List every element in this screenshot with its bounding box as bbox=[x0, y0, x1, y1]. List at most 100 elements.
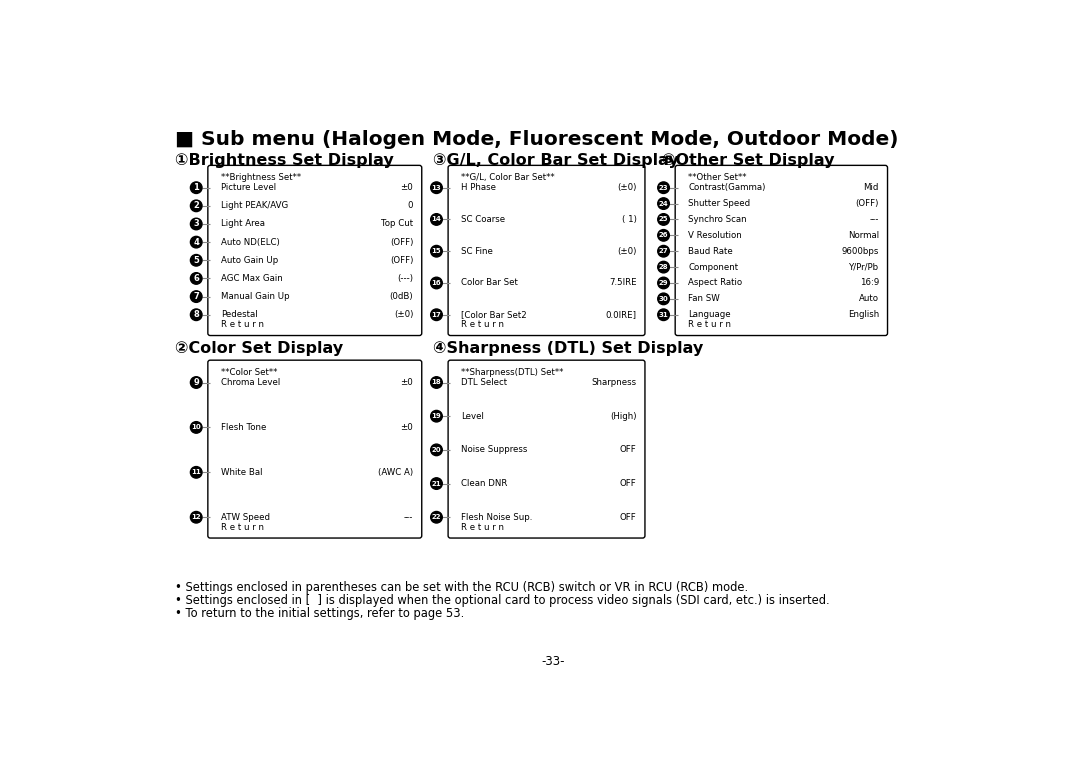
Circle shape bbox=[431, 444, 443, 456]
Text: Baud Rate: Baud Rate bbox=[688, 247, 733, 256]
Text: Color Bar Set: Color Bar Set bbox=[461, 278, 518, 287]
Text: (±0): (±0) bbox=[394, 310, 414, 319]
Circle shape bbox=[658, 293, 670, 305]
Text: (OFF): (OFF) bbox=[855, 199, 879, 208]
Circle shape bbox=[190, 255, 202, 266]
FancyBboxPatch shape bbox=[207, 360, 422, 538]
Text: [Color Bar Set2: [Color Bar Set2 bbox=[461, 310, 527, 319]
Circle shape bbox=[431, 213, 443, 226]
FancyBboxPatch shape bbox=[675, 165, 888, 335]
Text: 23: 23 bbox=[659, 184, 669, 190]
Text: **Sharpness(DTL) Set**: **Sharpness(DTL) Set** bbox=[461, 368, 564, 377]
Text: Sharpness: Sharpness bbox=[592, 378, 636, 387]
Circle shape bbox=[431, 376, 443, 389]
Text: ( 1): ( 1) bbox=[622, 215, 636, 224]
Text: 5: 5 bbox=[193, 256, 199, 264]
Text: Chroma Level: Chroma Level bbox=[221, 378, 281, 387]
Text: Synchro Scan: Synchro Scan bbox=[688, 215, 747, 224]
Text: English: English bbox=[848, 310, 879, 319]
Text: Normal: Normal bbox=[848, 231, 879, 240]
Text: 16:9: 16:9 bbox=[860, 278, 879, 287]
Text: 12: 12 bbox=[191, 514, 201, 520]
Text: ■ Sub menu (Halogen Mode, Fluorescent Mode, Outdoor Mode): ■ Sub menu (Halogen Mode, Fluorescent Mo… bbox=[175, 130, 899, 149]
Text: Auto ND(ELC): Auto ND(ELC) bbox=[221, 238, 280, 247]
Text: 29: 29 bbox=[659, 280, 669, 286]
Circle shape bbox=[658, 309, 670, 321]
Circle shape bbox=[190, 218, 202, 230]
Circle shape bbox=[190, 511, 202, 523]
Text: Flesh Noise Sup.: Flesh Noise Sup. bbox=[461, 513, 532, 522]
Circle shape bbox=[431, 277, 443, 289]
Text: 15: 15 bbox=[432, 248, 442, 255]
Circle shape bbox=[658, 277, 670, 289]
Text: **Other Set**: **Other Set** bbox=[688, 173, 747, 182]
Text: ②Color Set Display: ②Color Set Display bbox=[175, 341, 343, 356]
Text: (---): (---) bbox=[397, 274, 414, 283]
Text: 11: 11 bbox=[191, 469, 201, 475]
Text: V Resolution: V Resolution bbox=[688, 231, 742, 240]
Text: 21: 21 bbox=[432, 481, 442, 487]
Text: 0: 0 bbox=[408, 201, 414, 210]
Text: ATW Speed: ATW Speed bbox=[221, 513, 270, 522]
Circle shape bbox=[658, 245, 670, 257]
Text: Picture Level: Picture Level bbox=[221, 183, 276, 192]
Text: 25: 25 bbox=[659, 216, 669, 223]
Text: Level: Level bbox=[461, 411, 484, 421]
Text: 28: 28 bbox=[659, 264, 669, 270]
Text: (±0): (±0) bbox=[617, 183, 636, 192]
Circle shape bbox=[431, 309, 443, 321]
Text: 7.5IRE: 7.5IRE bbox=[609, 278, 636, 287]
Text: ±0: ±0 bbox=[401, 423, 414, 432]
Text: 26: 26 bbox=[659, 232, 669, 239]
Text: (OFF): (OFF) bbox=[390, 238, 414, 247]
Text: 0.0IRE]: 0.0IRE] bbox=[606, 310, 636, 319]
Circle shape bbox=[190, 182, 202, 194]
Text: 14: 14 bbox=[432, 216, 442, 223]
Circle shape bbox=[658, 261, 670, 273]
Circle shape bbox=[190, 236, 202, 248]
Text: R e t u r n: R e t u r n bbox=[461, 320, 504, 329]
Text: (OFF): (OFF) bbox=[390, 256, 414, 264]
Text: 20: 20 bbox=[432, 447, 442, 453]
Text: • Settings enclosed in [  ] is displayed when the optional card to process video: • Settings enclosed in [ ] is displayed … bbox=[175, 594, 829, 607]
Text: R e t u r n: R e t u r n bbox=[688, 320, 731, 329]
Text: 30: 30 bbox=[659, 296, 669, 302]
Text: Y/Pr/Pb: Y/Pr/Pb bbox=[849, 263, 879, 271]
Circle shape bbox=[190, 273, 202, 284]
Text: (AWC A): (AWC A) bbox=[378, 468, 414, 477]
Circle shape bbox=[658, 229, 670, 241]
Text: 19: 19 bbox=[432, 413, 442, 419]
Text: Pedestal: Pedestal bbox=[221, 310, 258, 319]
Circle shape bbox=[431, 478, 443, 489]
Circle shape bbox=[190, 200, 202, 212]
Circle shape bbox=[431, 511, 443, 523]
Text: Flesh Tone: Flesh Tone bbox=[221, 423, 267, 432]
Text: AGC Max Gain: AGC Max Gain bbox=[221, 274, 283, 283]
Text: Shutter Speed: Shutter Speed bbox=[688, 199, 751, 208]
Circle shape bbox=[190, 466, 202, 478]
Text: 3: 3 bbox=[193, 219, 199, 229]
Text: 4: 4 bbox=[193, 238, 199, 247]
Circle shape bbox=[190, 309, 202, 321]
Text: Light Area: Light Area bbox=[221, 219, 265, 229]
Text: Clean DNR: Clean DNR bbox=[461, 479, 508, 488]
Text: Mid: Mid bbox=[864, 183, 879, 192]
Text: H Phase: H Phase bbox=[461, 183, 497, 192]
Text: Auto Gain Up: Auto Gain Up bbox=[221, 256, 279, 264]
Text: 6: 6 bbox=[193, 274, 199, 283]
Text: DTL Select: DTL Select bbox=[461, 378, 508, 387]
Circle shape bbox=[431, 411, 443, 422]
Text: R e t u r n: R e t u r n bbox=[461, 523, 504, 532]
Circle shape bbox=[658, 198, 670, 210]
Text: • Settings enclosed in parentheses can be set with the RCU (RCB) switch or VR in: • Settings enclosed in parentheses can b… bbox=[175, 581, 748, 594]
Circle shape bbox=[190, 421, 202, 433]
FancyBboxPatch shape bbox=[448, 360, 645, 538]
Text: ④Sharpness (DTL) Set Display: ④Sharpness (DTL) Set Display bbox=[433, 341, 704, 356]
Text: ---: --- bbox=[404, 513, 414, 522]
Circle shape bbox=[190, 376, 202, 389]
Text: Manual Gain Up: Manual Gain Up bbox=[221, 292, 289, 301]
Text: Component: Component bbox=[688, 263, 739, 271]
Text: 22: 22 bbox=[432, 514, 442, 520]
Text: Aspect Ratio: Aspect Ratio bbox=[688, 278, 742, 287]
Text: R e t u r n: R e t u r n bbox=[221, 320, 264, 329]
